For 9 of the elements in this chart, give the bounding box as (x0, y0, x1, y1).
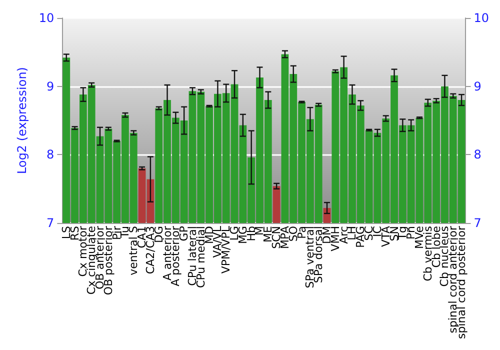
y-axis-title: Log2 (expression) (15, 67, 29, 174)
y-tick-label: 9 (46, 79, 54, 94)
y-tick-label: 7 (46, 216, 54, 230)
y2-tick-label: 10 (474, 11, 490, 25)
y2-tick-label: 7 (474, 216, 482, 230)
y-tick-label: 10 (38, 11, 54, 25)
y-tick-label: 8 (46, 148, 54, 162)
y2-tick-label: 8 (474, 148, 482, 162)
y2-tick-label: 9 (474, 79, 482, 94)
